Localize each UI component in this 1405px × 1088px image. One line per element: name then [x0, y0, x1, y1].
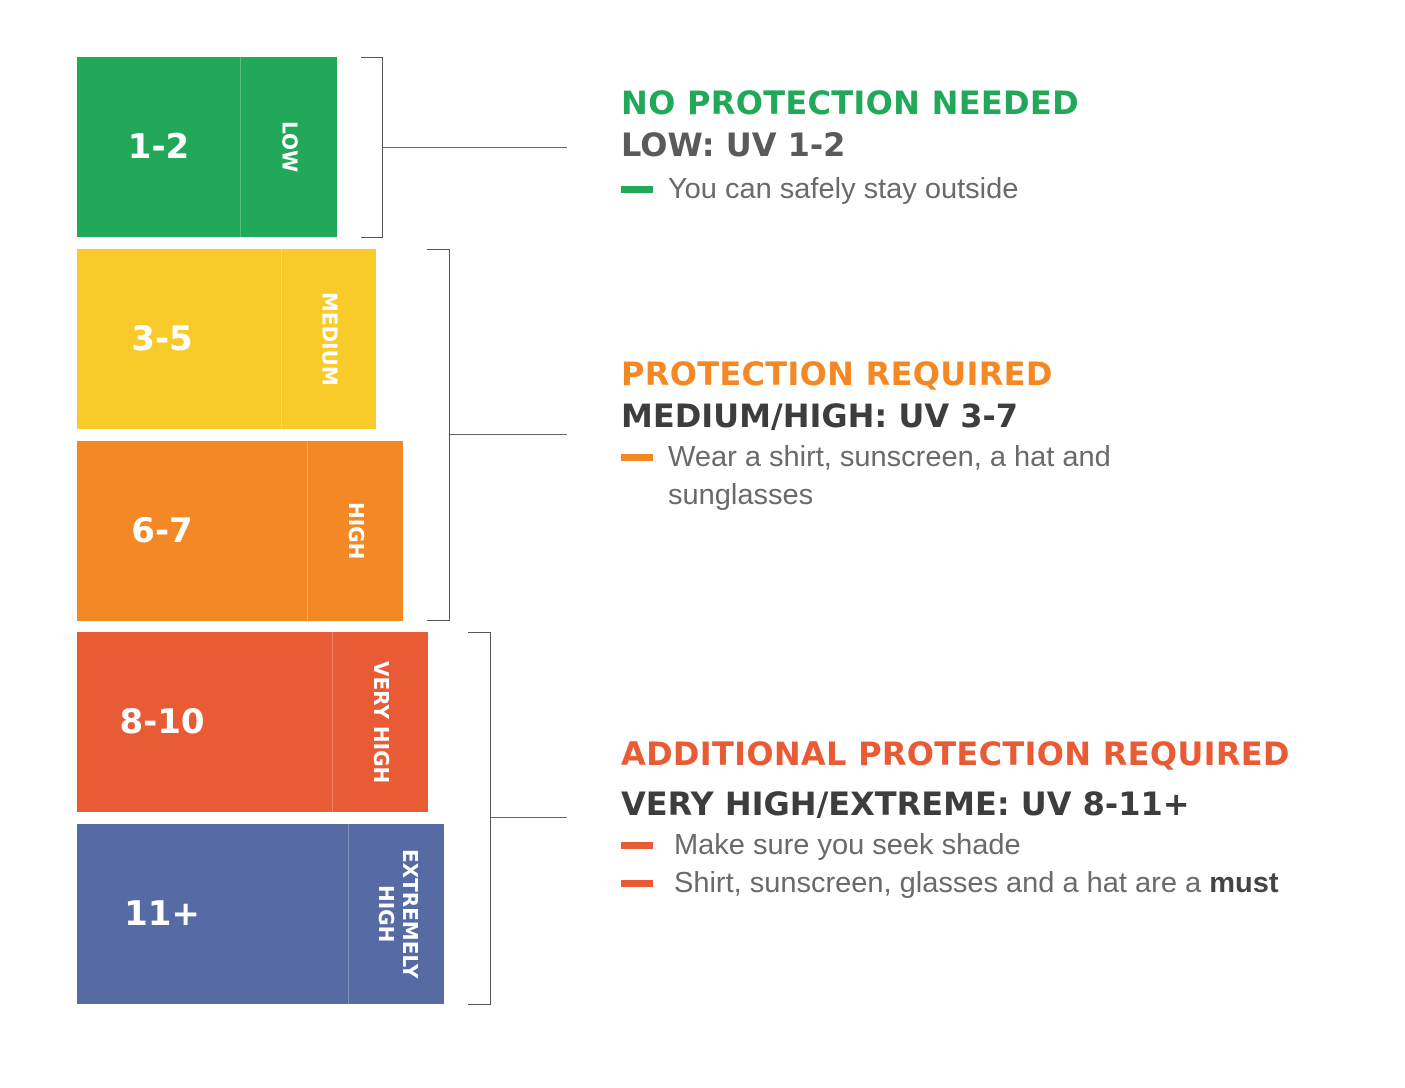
level-label-box: MEDIUM: [281, 249, 377, 429]
uv-range: 6-7: [131, 511, 193, 551]
level-label-box: LOW: [240, 57, 338, 237]
uv-level-medium: 3-5 MEDIUM: [77, 249, 376, 429]
bullet: Shirt, sunscreen, glasses and a hat are …: [621, 864, 1290, 902]
uv-level-high: 6-7 HIGH: [77, 441, 403, 621]
group-extreme: ADDITIONAL PROTECTION REQUIRED VERY HIGH…: [621, 734, 1290, 902]
uv-level-extreme: 11+ EXTREMELY HIGH: [77, 824, 444, 1004]
dash-icon: [621, 880, 653, 887]
level-label: EXTREMELY HIGH: [374, 849, 422, 979]
bullet-emphasis: must: [1209, 867, 1279, 899]
bullet-text: You can safely stay outside: [668, 173, 1019, 205]
level-label: LOW: [277, 121, 302, 173]
uv-level-very-high: 8-10 VERY HIGH: [77, 632, 428, 812]
bullet: Make sure you seek shade: [621, 826, 1290, 864]
uv-range: 1-2: [127, 127, 190, 167]
dash-icon: [621, 842, 653, 849]
uv-range: 11+: [124, 894, 200, 934]
bracket-extreme: [468, 632, 491, 1005]
group-title: NO PROTECTION NEEDED: [621, 84, 1079, 122]
connector-low: [383, 147, 567, 148]
dash-icon: [621, 454, 653, 461]
level-label: HIGH: [344, 502, 368, 560]
connector-medium-high: [450, 434, 567, 435]
level-label: VERY HIGH: [369, 660, 393, 784]
group-low: NO PROTECTION NEEDED LOW: UV 1-2 You can…: [621, 83, 1079, 208]
uv-range: 8-10: [119, 702, 205, 742]
bracket-medium-high: [427, 249, 450, 621]
level-label-box: VERY HIGH: [332, 632, 429, 812]
bullet: Wear a shirt, sunscreen, a hat and sungl…: [621, 438, 1168, 514]
connector-extreme: [491, 817, 567, 818]
bullet-text: Make sure you seek shade: [674, 829, 1021, 861]
group-title: PROTECTION REQUIRED: [621, 355, 1053, 393]
group-subtitle: VERY HIGH/EXTREME: UV 8-11+: [621, 785, 1190, 823]
level-label-box: EXTREMELY HIGH: [348, 824, 445, 1004]
group-subtitle: LOW: UV 1-2: [621, 126, 846, 164]
dash-icon: [621, 186, 653, 193]
uv-level-low: 1-2 LOW: [77, 57, 337, 237]
group-subtitle: MEDIUM/HIGH: UV 3-7: [621, 397, 1019, 435]
level-label-box: HIGH: [307, 441, 404, 621]
uv-range: 3-5: [131, 319, 193, 359]
bracket-low: [361, 57, 383, 238]
group-title: ADDITIONAL PROTECTION REQUIRED: [621, 735, 1290, 773]
group-medium-high: PROTECTION REQUIRED MEDIUM/HIGH: UV 3-7 …: [621, 354, 1168, 514]
bullet-text: Wear a shirt, sunscreen, a hat and sungl…: [668, 441, 1111, 511]
bullet-text: Shirt, sunscreen, glasses and a hat are …: [674, 867, 1210, 899]
bullet: You can safely stay outside: [621, 170, 1079, 208]
level-label: MEDIUM: [317, 292, 342, 386]
